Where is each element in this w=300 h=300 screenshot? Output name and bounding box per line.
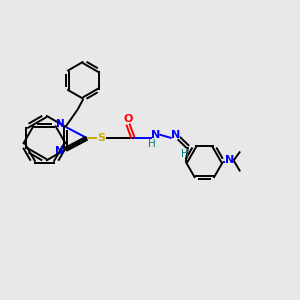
Text: N: N — [151, 130, 160, 140]
Text: O: O — [123, 114, 133, 124]
Text: N: N — [55, 146, 63, 156]
Text: H: H — [181, 148, 188, 159]
Text: S: S — [98, 133, 106, 143]
Text: N: N — [56, 119, 64, 129]
Text: H: H — [148, 139, 156, 149]
Text: N: N — [225, 155, 234, 165]
Text: N: N — [171, 130, 180, 140]
